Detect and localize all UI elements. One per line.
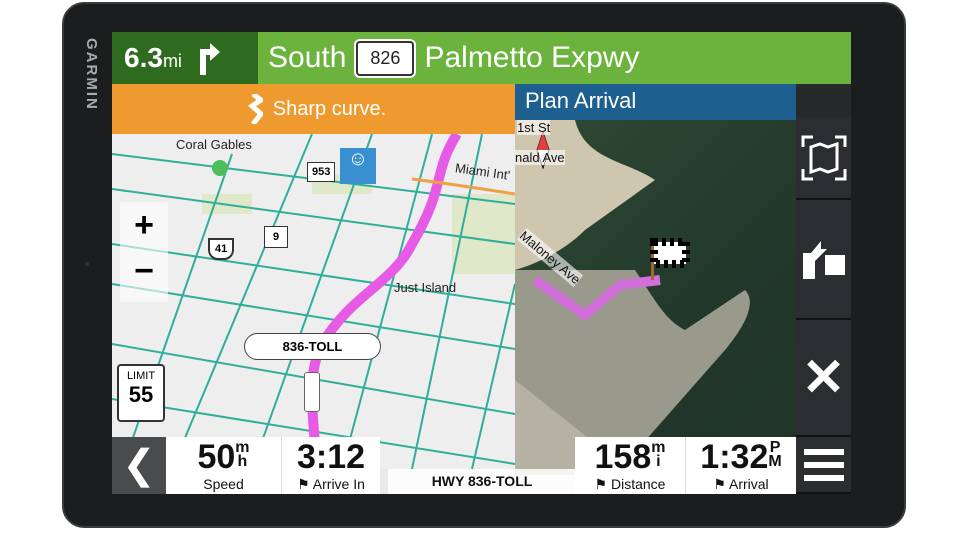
distance-value: 6.3 [124,42,163,73]
speed-limit-sign: LIMIT 55 [117,364,165,422]
unit-bottom: h [237,453,248,470]
map-view-icon [801,135,846,181]
checkered-flag-icon: ⚑ [297,476,310,492]
light-sensor [85,262,89,266]
zoom-in-button[interactable]: + [134,206,154,244]
distance-value: 158 [594,438,652,476]
alert-bar: Sharp curve. [112,84,515,134]
menu-button[interactable] [796,437,851,494]
data-fields-bar: ❮ 50m h Speed 3:12 ⚑ Arrive In HWY 836-TO… [112,437,851,494]
route-button[interactable] [796,200,851,320]
distance-unit: mi [162,51,182,71]
route-icon [802,241,845,279]
speed-field[interactable]: 50m h Speed [166,437,282,494]
arrival-satellite-map[interactable]: 1st St nald Ave Maloney Ave [515,120,796,475]
vehicle-position-icon [304,372,320,412]
sharp-curve-icon [247,94,263,124]
arrival-value: 1:32 [700,438,769,476]
speed-limit-label: LIMIT [126,370,156,382]
checkered-flag-icon: ⚑ [594,476,608,492]
speed-value: 50 [197,438,236,476]
zoom-out-button[interactable]: − [134,252,154,290]
direction: South [268,41,347,74]
back-button[interactable]: ❮ [112,437,166,494]
speed-limit-value: 55 [128,382,154,407]
map-view-button[interactable] [796,118,851,200]
plan-arrival-header: Plan Arrival [515,84,796,120]
arrive-in-value: 3:12 [296,438,366,476]
chevron-left-icon: ❮ [122,443,156,487]
unit-top: P [769,439,781,456]
road-network [112,134,515,469]
place-label: Coral Gables [176,137,252,152]
route-shield: 953 [307,162,336,182]
menu-icon [803,448,844,481]
street-label: nald Ave [515,150,565,165]
route-shield: 9 [264,226,289,248]
distance-label: Distance [610,476,666,492]
satellite-imagery [515,120,750,475]
route-shield: 826 [356,40,415,76]
street-label: 1st St [517,120,551,135]
map-view[interactable]: Coral Gables Miami Int' Just Island 953 … [112,134,515,469]
zoom-controls: + − [120,202,168,302]
unit-top: m [235,439,250,456]
turn-right-arrow-icon [199,43,220,75]
unit-top: m [651,439,666,456]
close-icon: ✕ [801,348,846,407]
screen: 6.3mi South 826 Palmetto Expwy Sharp cur… [112,32,851,494]
close-button[interactable]: ✕ [796,320,851,437]
unit-bottom: M [768,453,782,470]
arrival-field[interactable]: 1:32P M ⚑ Arrival [686,437,796,494]
place-label: Just Island [394,280,457,295]
street-info: South 826 Palmetto Expwy [268,32,640,84]
distance-field[interactable]: 158m i ⚑ Distance [575,437,686,494]
brand-logo: GARMIN [83,38,100,111]
route-line [532,275,661,322]
arrival-label: Arrival [729,476,769,492]
alert-text: Sharp curve. [272,97,387,120]
street-name: Palmetto Expwy [424,41,640,74]
arrive-in-field[interactable]: 3:12 ⚑ Arrive In [282,437,380,494]
theater-poi-icon[interactable]: ☺ [340,148,376,184]
checkered-flag-icon: ⚑ [713,476,726,492]
right-toolbar: ✕ [796,84,851,494]
next-turn-bar[interactable]: 6.3mi South 826 Palmetto Expwy [112,32,851,84]
current-road: HWY 836-TOLL [388,469,576,494]
road-label: 836-TOLL [244,333,381,360]
speed-label: Speed [203,476,244,492]
turn-distance: 6.3mi [112,32,258,84]
unit-bottom: i [656,453,661,470]
arrive-in-label: Arrive In [312,476,365,492]
route-shield: 41 [208,238,235,260]
